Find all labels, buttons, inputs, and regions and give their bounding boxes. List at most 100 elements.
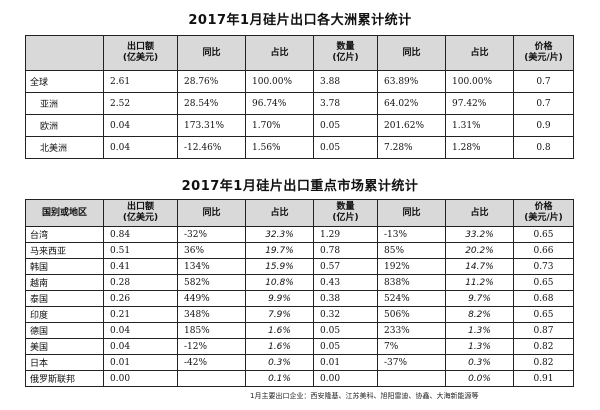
cell-quantity: 0.05 xyxy=(313,136,378,159)
cell-price: 0.91 xyxy=(513,370,574,387)
cell-value-yoy: 582% xyxy=(177,274,246,291)
table1-header-region xyxy=(25,35,104,71)
table-row: 日本 0.01 -42% 0.3% 0.01 -37% 0.3% 0.82 xyxy=(25,354,574,371)
cell-quantity-share: 1.31% xyxy=(445,114,514,137)
cell-value-yoy: 348% xyxy=(177,306,246,323)
cell-quantity-yoy: 85% xyxy=(377,242,446,259)
cell-region: 马来西亚 xyxy=(25,242,104,259)
cell-export-value: 0.26 xyxy=(103,290,178,307)
cell-region: 泰国 xyxy=(25,290,104,307)
table2-header-row: 国别或地区 出口额 (亿美元) 同比 占比 数量 (亿片) 同比 占比 价格 (美元/… xyxy=(25,199,574,227)
cell-quantity: 0.38 xyxy=(313,290,378,307)
table1-header-quantity-yoy: 同比 xyxy=(377,35,446,71)
cell-quantity-yoy xyxy=(377,370,446,387)
cell-region: 亚洲 xyxy=(25,92,104,115)
table2-header-region: 国别或地区 xyxy=(25,199,104,227)
cell-quantity: 3.78 xyxy=(313,92,378,115)
cell-quantity-share: 33.2% xyxy=(445,226,514,243)
table1-header-quantity-share: 占比 xyxy=(445,35,514,71)
cell-price: 0.65 xyxy=(513,274,574,291)
cell-quantity-yoy: 233% xyxy=(377,322,446,339)
cell-price: 0.65 xyxy=(513,226,574,243)
cell-region: 越南 xyxy=(25,274,104,291)
cell-price: 0.9 xyxy=(513,114,574,137)
cell-value-yoy: -42% xyxy=(177,354,246,371)
table-row: 美国 0.04 -12% 1.6% 0.05 7% 1.3% 0.82 xyxy=(25,338,574,355)
key-market-export-table: 国别或地区 出口额 (亿美元) 同比 占比 数量 (亿片) 同比 占比 价格 (美元/… xyxy=(25,199,574,387)
table1-title: 2017年1月硅片出口各大洲累计统计 xyxy=(188,13,412,28)
table-row: 全球 2.61 28.76% 100.00% 3.88 63.89% 100.00% 0.7 xyxy=(25,70,574,93)
cell-value-share: 1.6% xyxy=(245,338,314,355)
table1-header-row: 出口额 (亿美元) 同比 占比 数量 (亿片) 同比 占比 价格 (美元/片) xyxy=(25,35,574,71)
cell-quantity-share: 14.7% xyxy=(445,258,514,275)
table2-header-price: 价格 (美元/片) xyxy=(513,199,574,227)
table1-header-value-yoy: 同比 xyxy=(177,35,246,71)
cell-price: 0.82 xyxy=(513,354,574,371)
table1-header-quantity: 数量 (亿片) xyxy=(313,35,378,71)
cell-value-yoy: 134% xyxy=(177,258,246,275)
cell-value-share: 0.3% xyxy=(245,354,314,371)
cell-quantity: 1.29 xyxy=(313,226,378,243)
cell-value-share: 1.70% xyxy=(245,114,314,137)
cell-export-value: 0.04 xyxy=(103,338,178,355)
cell-price: 0.66 xyxy=(513,242,574,259)
cell-quantity-share: 1.3% xyxy=(445,322,514,339)
cell-value-yoy: 173.31% xyxy=(177,114,246,137)
cell-value-yoy xyxy=(177,370,246,387)
table2-header-value-yoy: 同比 xyxy=(177,199,246,227)
cell-value-yoy: -12% xyxy=(177,338,246,355)
cell-value-yoy: 28.54% xyxy=(177,92,246,115)
table2-header-quantity-share: 占比 xyxy=(445,199,514,227)
cell-price: 0.87 xyxy=(513,322,574,339)
cell-quantity-yoy: -13% xyxy=(377,226,446,243)
cell-price: 0.82 xyxy=(513,338,574,355)
cell-value-share: 10.8% xyxy=(245,274,314,291)
cell-export-value: 0.51 xyxy=(103,242,178,259)
table-row: 北美洲 0.04 -12.46% 1.56% 0.05 7.28% 1.28% 0.8 xyxy=(25,136,574,159)
cell-value-yoy: 36% xyxy=(177,242,246,259)
continent-export-table: 出口额 (亿美元) 同比 占比 数量 (亿片) 同比 占比 价格 (美元/片) 全球 2… xyxy=(25,35,574,159)
cell-quantity-yoy: 524% xyxy=(377,290,446,307)
table1-header-value-share: 占比 xyxy=(245,35,314,71)
cell-quantity-yoy: 506% xyxy=(377,306,446,323)
cell-export-value: 2.52 xyxy=(103,92,178,115)
cell-quantity-yoy: 63.89% xyxy=(377,70,446,93)
cell-export-value: 2.61 xyxy=(103,70,178,93)
cell-value-share: 100.00% xyxy=(245,70,314,93)
cell-quantity-share: 97.42% xyxy=(445,92,514,115)
cell-quantity: 0.05 xyxy=(313,114,378,137)
cell-quantity-yoy: -37% xyxy=(377,354,446,371)
cell-value-yoy: -12.46% xyxy=(177,136,246,159)
cell-quantity-share: 8.2% xyxy=(445,306,514,323)
cell-quantity: 0.00 xyxy=(313,370,378,387)
cell-quantity-share: 9.7% xyxy=(445,290,514,307)
cell-region: 北美洲 xyxy=(25,136,104,159)
table2-header-value-share: 占比 xyxy=(245,199,314,227)
cell-quantity: 0.78 xyxy=(313,242,378,259)
cell-quantity: 3.88 xyxy=(313,70,378,93)
cell-region: 台湾 xyxy=(25,226,104,243)
cell-quantity-yoy: 192% xyxy=(377,258,446,275)
cell-quantity-yoy: 64.02% xyxy=(377,92,446,115)
cell-export-value: 0.21 xyxy=(103,306,178,323)
table-row: 越南 0.28 582% 10.8% 0.43 838% 11.2% 0.65 xyxy=(25,274,574,291)
cell-value-share: 32.3% xyxy=(245,226,314,243)
cell-region: 欧洲 xyxy=(25,114,104,137)
cell-quantity-share: 1.3% xyxy=(445,338,514,355)
cell-export-value: 0.00 xyxy=(103,370,178,387)
cell-price: 0.65 xyxy=(513,306,574,323)
cell-region: 全球 xyxy=(25,70,104,93)
cell-quantity: 0.01 xyxy=(313,354,378,371)
table1-header-price: 价格 (美元/片) xyxy=(513,35,574,71)
table2-header-quantity: 数量 (亿片) xyxy=(313,199,378,227)
cell-quantity-share: 11.2% xyxy=(445,274,514,291)
cell-price: 0.7 xyxy=(513,92,574,115)
cell-price: 0.73 xyxy=(513,258,574,275)
cell-export-value: 0.04 xyxy=(103,136,178,159)
cell-export-value: 0.41 xyxy=(103,258,178,275)
cell-value-yoy: -32% xyxy=(177,226,246,243)
cell-value-share: 1.6% xyxy=(245,322,314,339)
table-row: 台湾 0.84 -32% 32.3% 1.29 -13% 33.2% 0.65 xyxy=(25,226,574,243)
footnote: 1月主要出口企业：西安隆基、江苏美科、旭阳雷迪、协鑫、大海新能源等 xyxy=(250,392,479,400)
cell-region: 韩国 xyxy=(25,258,104,275)
